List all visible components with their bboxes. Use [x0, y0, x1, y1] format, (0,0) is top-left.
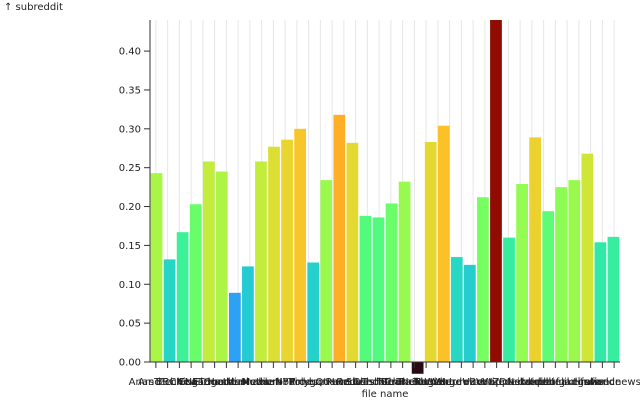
y-tick-label: 0.25 [119, 163, 141, 174]
x-tick-label: ArsTechnica [138, 377, 197, 388]
x-tick-label: Polygon [289, 377, 328, 388]
bar [529, 137, 542, 362]
x-tick-label: Medium [242, 377, 282, 388]
bar [320, 180, 333, 362]
x-tick-label: SlashGear [354, 377, 406, 388]
x-tick-label: HackerNews [207, 377, 269, 388]
bar [398, 181, 411, 362]
bar [228, 292, 241, 362]
y-tick-label: 0.30 [119, 124, 141, 135]
x-tick-label: Quartz [315, 377, 349, 388]
bar [215, 171, 228, 362]
x-tick-label: CNET [178, 377, 206, 388]
x-tick-label: Recode [325, 377, 362, 388]
x-tick-label: AnandTech [129, 377, 183, 388]
x-ticks: AnandTechArsTechnicaBBCNewsCNETEngadgetG… [129, 362, 640, 388]
bar [477, 197, 489, 362]
x-tick-label: BBCNews [156, 377, 204, 388]
y-tick-label: 0.40 [119, 47, 141, 58]
bar [424, 142, 437, 362]
x-tick-label: TechRadar [376, 377, 430, 388]
bars [150, 20, 620, 374]
bar [294, 128, 307, 362]
bar [555, 187, 568, 362]
x-tick-label: Guardian [204, 377, 250, 388]
bar [202, 161, 215, 362]
y-tick-label: 0.05 [119, 319, 141, 330]
bar [176, 232, 189, 362]
y-tick-label: 0.10 [119, 280, 141, 291]
x-tick-label: explainlikeimfive [525, 377, 609, 388]
x-tick-label: news [578, 377, 604, 388]
x-tick-label: TheNextWeb [382, 377, 447, 388]
bar [607, 236, 620, 362]
x-tick-label: Engadget [179, 377, 227, 388]
x-tick-label: TheVerge [413, 377, 461, 388]
x-tick-label: appleinsider [489, 377, 551, 388]
bar [333, 114, 346, 362]
bar [450, 257, 463, 362]
x-tick-label: science [584, 377, 622, 388]
x-tick-label: worldnews [587, 377, 640, 388]
bar [516, 184, 528, 362]
x-tick-label: TechCrunch [361, 377, 420, 388]
y-tick-label: 0.20 [119, 202, 141, 213]
bar [594, 242, 607, 362]
x-tick-label: NYTimes [275, 377, 318, 388]
x-tick-label: askreddit [509, 377, 556, 388]
bar [490, 20, 502, 362]
axes [149, 20, 620, 363]
bar [359, 215, 372, 362]
x-tick-label: TheRegister [395, 377, 457, 388]
y-tick-label: 0.00 [119, 358, 141, 369]
y-tick-label: 0.35 [119, 85, 141, 96]
bar [150, 173, 163, 362]
x-tick-label: VentureBeat [430, 377, 492, 388]
bar [581, 153, 594, 362]
bar [242, 266, 254, 362]
x-tick-label: Motherboard [241, 377, 305, 388]
x-tick-label: bestof [528, 377, 560, 388]
bar [411, 362, 424, 374]
bar [568, 180, 581, 362]
x-tick-label: TomsHardware [412, 377, 487, 388]
bar [281, 139, 293, 362]
y-axis-title: ↑ subreddit [4, 2, 63, 13]
x-tick-label: dataisbeautiful [518, 377, 593, 388]
x-tick-label: Reuters [336, 377, 374, 388]
bar [255, 161, 267, 362]
bar [163, 259, 176, 362]
x-tick-label: Wired [482, 377, 511, 388]
x-tick-label: ZDNet [492, 377, 524, 388]
bar [346, 142, 359, 362]
bar [503, 237, 515, 362]
bar [437, 125, 450, 363]
bar [372, 217, 385, 362]
y-ticks: 0.00 0.05 0.10 0.15 0.20 0.25 0.30 0.35 0.40 [119, 47, 150, 369]
bar [268, 146, 280, 362]
bar [463, 264, 476, 362]
x-tick-label: ProductHunt [289, 377, 351, 388]
bar [542, 211, 555, 362]
x-tick-label: Vice [463, 377, 484, 388]
bar [307, 262, 320, 362]
x-tick-label: Vox [476, 377, 494, 388]
bar [189, 204, 202, 362]
x-tick-label: Gizmodo [193, 377, 237, 388]
x-tick-label: Mashable [226, 377, 274, 388]
x-tick-label: Slashdot [346, 377, 389, 388]
x-tick-label: NPR [275, 377, 296, 388]
bar [385, 203, 398, 362]
x-tick-label: gadgets [559, 377, 599, 388]
y-tick-label: 0.15 [119, 241, 141, 252]
x-axis-title: file name [362, 389, 409, 400]
